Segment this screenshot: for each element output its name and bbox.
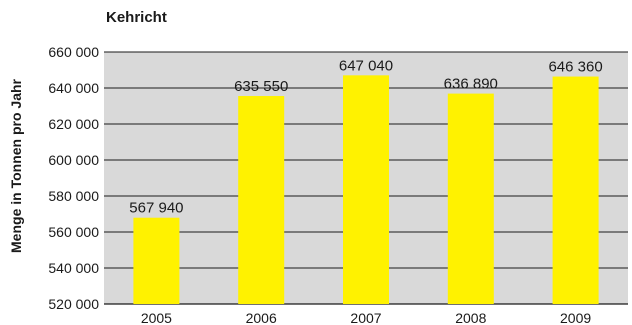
bars [133, 75, 599, 305]
chart-title: Kehricht [106, 9, 167, 26]
data-label-2005: 567 940 [129, 200, 183, 217]
data-label-2009: 646 360 [548, 59, 602, 76]
data-labels: 567 940 635 550 647 040 636 890 646 360 [129, 57, 602, 216]
bar-2007 [343, 75, 389, 304]
x-axis-ticks: 2005 2006 2007 2008 2009 [141, 310, 592, 325]
y-tick-label: 540 000 [48, 260, 99, 276]
x-tick-label: 2008 [455, 310, 486, 325]
data-label-2008: 636 890 [444, 76, 498, 93]
x-tick-label: 2007 [350, 310, 381, 325]
y-tick-label: 600 000 [48, 152, 99, 168]
bar-2009 [552, 76, 599, 304]
data-label-2007: 647 040 [339, 57, 393, 74]
bar-2005 [133, 217, 180, 304]
y-tick-label: 560 000 [48, 224, 99, 240]
x-tick-label: 2009 [560, 310, 591, 325]
data-label-2006: 635 550 [234, 78, 288, 95]
y-tick-label: 520 000 [48, 296, 99, 312]
y-tick-label: 580 000 [48, 188, 99, 204]
x-tick-label: 2006 [246, 310, 277, 325]
y-tick-label: 640 000 [48, 80, 99, 96]
bar-2006 [238, 96, 285, 304]
y-tick-label: 660 000 [48, 44, 99, 60]
y-axis-label: Menge in Tonnen pro Jahr [8, 78, 24, 253]
y-tick-label: 620 000 [48, 116, 99, 132]
y-axis-ticks: 520 000 540 000 560 000 580 000 600 000 620 0… [48, 44, 99, 312]
bar-2008 [447, 93, 494, 305]
x-tick-label: 2005 [141, 310, 172, 325]
